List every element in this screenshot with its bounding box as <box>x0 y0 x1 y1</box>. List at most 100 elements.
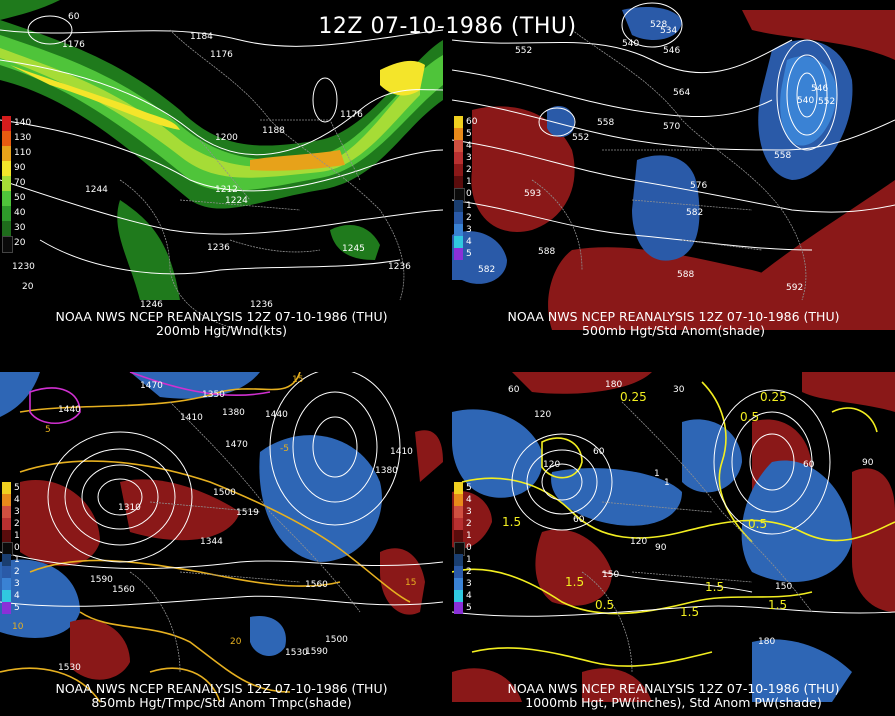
legend-swatch <box>454 164 463 176</box>
legend-swatch <box>2 590 11 602</box>
legend-label: 1 <box>14 555 20 565</box>
legend-label: 0 <box>14 543 20 553</box>
legend-label: 4 <box>14 495 20 505</box>
height-contours <box>0 15 443 275</box>
legend-label: 1 <box>14 531 20 541</box>
legend-swatch <box>2 221 11 236</box>
anomaly-shading <box>452 372 895 702</box>
legend-label: 2 <box>466 567 472 577</box>
contour-value-label: 1530 <box>58 663 81 673</box>
legend-swatch <box>454 140 463 152</box>
contour-value-label: 1.5 <box>565 575 585 589</box>
legend-label: 20 <box>14 238 26 248</box>
legend-swatch <box>2 116 11 131</box>
contour-value-label: 1245 <box>342 244 365 254</box>
legend-label: 4 <box>466 237 472 247</box>
contour-value-label: 1440 <box>58 405 81 415</box>
contour-value-label: 60 <box>593 447 605 457</box>
contour-value-label: 1500 <box>325 635 348 645</box>
legend-swatch <box>454 116 463 128</box>
legend-label: 4 <box>14 591 20 601</box>
contour-value-label: 60 <box>508 385 520 395</box>
legend-swatch <box>454 590 463 602</box>
anomaly-shading <box>452 7 895 330</box>
contour-value-label: 1176 <box>62 40 85 50</box>
contour-value-label: 1519 <box>236 508 259 518</box>
legend-label: 140 <box>14 118 32 128</box>
contour-value-label: 180 <box>758 637 776 647</box>
contour-value-label: 1410 <box>390 447 413 457</box>
contour-value-label: 552 <box>572 133 590 143</box>
legend-swatch <box>2 566 11 578</box>
contour-value-label: 552 <box>818 97 836 107</box>
contour-value-label: 558 <box>774 151 792 161</box>
legend-swatch <box>454 248 463 260</box>
legend-label: 2 <box>14 567 20 577</box>
panel-850mb-temperature-anomaly: 5 4 3 2 1 0 1 2 3 4 5 NOAA NWS NCEP REAN… <box>0 372 443 716</box>
contour-value-label: 5 <box>45 425 51 435</box>
legend-label: 2 <box>466 213 472 223</box>
contour-value-label: 120 <box>534 410 552 420</box>
contour-value-label: 1246 <box>140 300 163 310</box>
contour-value-label: 1236 <box>388 262 411 272</box>
contour-value-label: -5 <box>280 444 289 454</box>
legend-850mb: 5 4 3 2 1 0 1 2 3 4 5 <box>2 482 32 622</box>
legend-label: 3 <box>466 579 472 589</box>
height-contours <box>452 2 895 251</box>
panel-1000mb-map <box>452 372 895 702</box>
legend-label: 0 <box>466 189 472 199</box>
legend-label: 3 <box>466 153 472 163</box>
contour-value-label: 1410 <box>180 413 203 423</box>
contour-value-label: 1590 <box>90 575 113 585</box>
legend-label: 3 <box>14 579 20 589</box>
panel-200mb-height-wind: 140 130 110 90 70 50 40 30 20 NOAA NWS N… <box>0 0 443 344</box>
legend-swatch <box>2 482 11 494</box>
legend-swatch <box>2 554 11 566</box>
legend-swatch <box>454 578 463 590</box>
legend-swatch <box>454 224 463 236</box>
panel-850mb-map <box>0 372 443 703</box>
legend-label: 1 <box>466 555 472 565</box>
legend-label: 5 <box>14 603 20 613</box>
contour-value-label: 1560 <box>305 580 328 590</box>
legend-swatch <box>454 176 463 188</box>
legend-swatch <box>2 530 11 542</box>
contour-value-label: 150 <box>775 582 793 592</box>
contour-value-label: 540 <box>797 96 815 106</box>
legend-label: 5 <box>466 603 472 613</box>
contour-value-label: 1 <box>664 478 670 488</box>
contour-value-label: 1440 <box>265 410 288 420</box>
contour-value-label: 582 <box>686 208 704 218</box>
legend-label: 60 <box>466 117 478 127</box>
legend-swatch <box>2 206 11 221</box>
contour-value-label: 1176 <box>340 110 363 120</box>
wind-speed-shading <box>0 0 443 300</box>
contour-value-label: 1560 <box>112 585 135 595</box>
legend-label: 3 <box>466 225 472 235</box>
contour-value-label: 1380 <box>222 408 245 418</box>
legend-label: 1 <box>466 201 472 211</box>
panel-500mb-height-anomaly: 60 5 4 3 2 1 0 1 2 3 4 5 NOAA NWS NCEP R… <box>452 0 895 344</box>
contour-value-label: 1380 <box>375 466 398 476</box>
contour-value-label: 1500 <box>213 488 236 498</box>
contour-value-label: 582 <box>478 265 496 275</box>
legend-swatch <box>2 131 11 146</box>
contour-value-label: 546 <box>811 84 829 94</box>
legend-1000mb: 5 4 3 2 1 0 1 2 3 4 5 <box>454 482 484 622</box>
map-title: 12Z 07-10-1986 (THU) <box>318 14 577 39</box>
legend-label: 50 <box>14 193 26 203</box>
contour-value-label: 1200 <box>215 133 238 143</box>
contour-value-label: 593 <box>524 189 542 199</box>
contour-value-label: 150 <box>602 570 620 580</box>
panel-500mb-map <box>452 2 895 330</box>
legend-swatch <box>454 602 463 614</box>
contour-value-label: 1590 <box>305 647 328 657</box>
contour-value-label: 1344 <box>200 537 223 547</box>
legend-swatch <box>2 191 11 206</box>
legend-swatch <box>2 518 11 530</box>
contour-value-label: 546 <box>663 46 681 56</box>
panel-caption-field: 850mb Hgt/Tmpc/Std Anom Tmpc(shade) <box>91 695 352 710</box>
legend-label: 130 <box>14 133 32 143</box>
contour-value-label: 15 <box>292 375 304 385</box>
contour-value-label: 0.5 <box>595 598 615 612</box>
